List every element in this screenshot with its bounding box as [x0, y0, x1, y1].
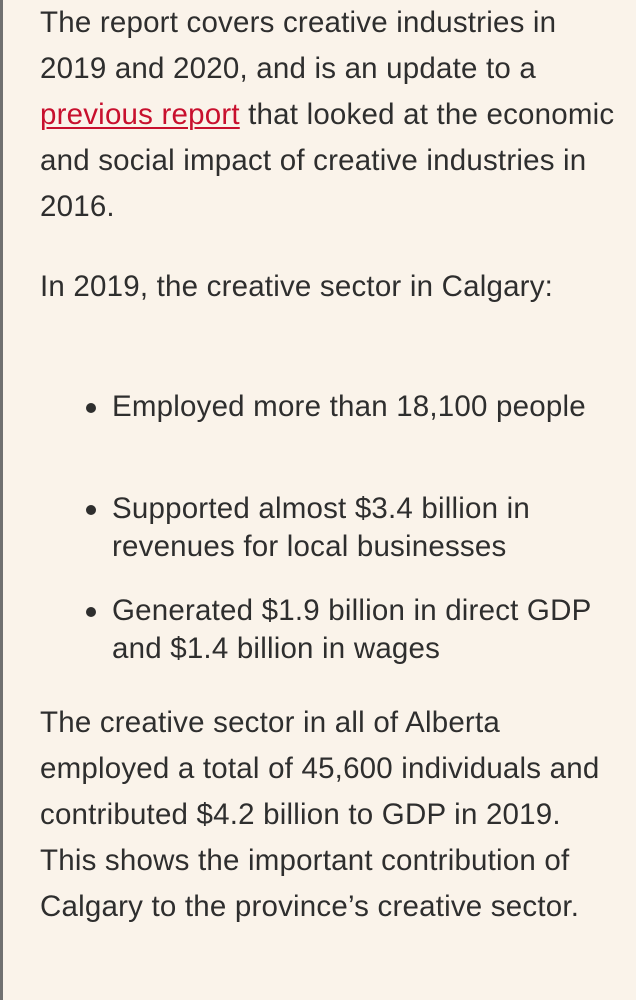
bullet-list-item-2-wrapper: Supported almost $3.4 billion in revenue… — [84, 490, 604, 566]
bullet-dot-icon — [86, 607, 96, 617]
bullet-text: Employed more than 18,100 people — [112, 390, 586, 423]
intro-text-before: The report covers creative industries in… — [40, 6, 557, 85]
bullet-dot-icon — [86, 505, 96, 515]
bullet-text: Supported almost $3.4 billion in revenue… — [112, 492, 531, 563]
bullet-item: Generated $1.9 billion in direct GDP and… — [84, 592, 604, 668]
previous-report-link[interactable]: previous report — [40, 98, 240, 131]
alberta-paragraph: The creative sector in all of Alberta em… — [40, 706, 600, 923]
bullet-dot-icon — [86, 403, 96, 413]
bullet-list-item-1-wrapper: Employed more than 18,100 people — [84, 388, 604, 426]
intro-paragraph: The report covers creative industries in… — [40, 0, 620, 230]
left-border — [0, 0, 3, 1000]
bullet-list-item-3-wrapper: Generated $1.9 billion in direct GDP and… — [84, 592, 604, 668]
intro-text-after: that looked at the economic and social i… — [40, 98, 615, 223]
calgary-intro-paragraph: In 2019, the creative sector in Calgary: — [40, 270, 554, 303]
bullet-text: Generated $1.9 billion in direct GDP and… — [112, 594, 591, 665]
bullet-item: Supported almost $3.4 billion in revenue… — [84, 490, 604, 566]
bullet-item: Employed more than 18,100 people — [84, 388, 604, 426]
